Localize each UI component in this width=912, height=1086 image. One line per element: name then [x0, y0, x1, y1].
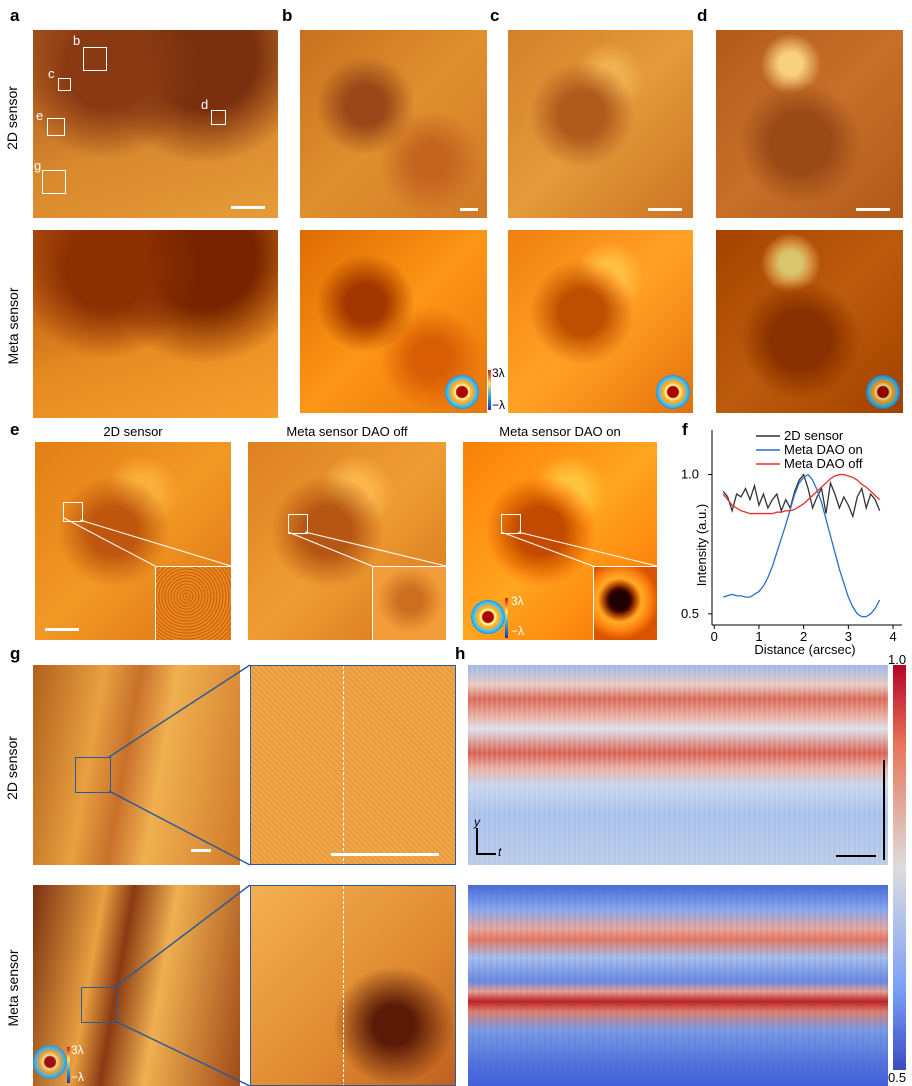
zoom-image: [250, 665, 456, 865]
image: [300, 30, 487, 218]
phase-label: −λ: [71, 1070, 84, 1084]
zoom-inset: [593, 566, 657, 640]
panel-letter: b: [282, 6, 292, 26]
image: [33, 665, 240, 865]
legend-label: Meta DAO off: [784, 456, 863, 471]
x-tick-label: 2: [800, 629, 807, 644]
roi-box: [501, 514, 521, 534]
image: [463, 442, 657, 640]
phase-label: 3λ: [71, 1043, 84, 1057]
axis-label: y: [474, 815, 480, 829]
heatmap: [468, 885, 888, 1086]
x-tick-label: 4: [889, 629, 896, 644]
roi-box: [83, 47, 107, 71]
heatmap: y t: [468, 665, 888, 865]
phase-colorbar: [67, 1047, 70, 1083]
phase-map: [471, 600, 505, 634]
phase-label: −λ: [511, 624, 524, 638]
x-tick-label: 1: [755, 629, 762, 644]
y-axis-label: Intensity (a.u.): [694, 504, 709, 586]
phase-label: −λ: [492, 398, 505, 412]
scale-bar: [856, 208, 890, 211]
scale-bar: [45, 628, 79, 631]
roi-box: [288, 514, 308, 534]
scale-bar: [648, 208, 682, 211]
series-line: [723, 475, 879, 617]
panel-letter: e: [10, 420, 19, 440]
roi-box: [211, 110, 226, 125]
scale-bar: [331, 853, 439, 856]
panel-title: 2D sensor: [35, 424, 231, 439]
scale-bar: [836, 855, 876, 857]
image: [248, 442, 446, 640]
panel-title: Meta sensor DAO off: [248, 424, 446, 439]
image: [508, 230, 693, 413]
image: [508, 30, 693, 218]
phase-colorbar: [488, 370, 491, 410]
row-label: Meta sensor: [5, 943, 21, 1033]
row-label: 2D sensor: [4, 728, 20, 808]
zoom-image: [250, 885, 456, 1086]
axis-arrow: [476, 853, 496, 855]
axis-label: t: [498, 845, 501, 859]
x-tick-label: 3: [845, 629, 852, 644]
image: [716, 30, 903, 218]
roi-label: b: [73, 33, 80, 48]
figure: a b c d e f g h 2D sensor Meta sensor b …: [0, 0, 912, 1086]
panel-letter: d: [697, 6, 707, 26]
image: b c d e g: [33, 30, 278, 218]
legend-label: 2D sensor: [784, 428, 844, 443]
panel-letter: a: [10, 6, 19, 26]
roi-box: [81, 987, 117, 1023]
image: [716, 230, 903, 413]
x-axis-label: Distance (arcsec): [754, 642, 855, 657]
roi-box: [47, 118, 65, 136]
scale-bar: [191, 849, 211, 852]
panel-title: Meta sensor DAO on: [463, 424, 657, 439]
zoom-inset: [372, 566, 446, 640]
legend-label: Meta DAO on: [784, 442, 863, 457]
colorbar-label: 0.5: [888, 1070, 906, 1085]
phase-label: 3λ: [492, 366, 505, 380]
scale-bar: [883, 760, 885, 860]
profile-line: [343, 666, 344, 865]
image: [35, 442, 231, 640]
colorbar-label: 1.0: [888, 652, 906, 667]
x-tick-label: 0: [711, 629, 718, 644]
panel-letter: h: [455, 644, 465, 664]
panel-letter: c: [490, 6, 499, 26]
scale-bar: [460, 208, 478, 211]
image: [33, 230, 278, 418]
roi-box: [63, 502, 83, 522]
panel-letter: g: [10, 644, 20, 664]
phase-map: [866, 375, 900, 409]
roi-label: g: [34, 158, 41, 173]
y-tick-label: 1.0: [681, 467, 699, 482]
phase-map: [656, 375, 690, 409]
colorbar: [893, 665, 906, 1070]
image: 3λ −λ: [33, 885, 240, 1086]
row-label: Meta sensor: [5, 281, 21, 371]
phase-map: [445, 375, 479, 409]
axis-arrow: [476, 828, 478, 854]
roi-box: [58, 78, 71, 91]
roi-box: [42, 170, 66, 194]
roi-label: d: [201, 97, 208, 112]
roi-label: e: [36, 108, 43, 123]
roi-box: [75, 757, 111, 793]
phase-colorbar: [505, 598, 508, 638]
image: [300, 230, 487, 413]
zoom-inset: [155, 566, 231, 640]
roi-label: c: [48, 66, 55, 81]
y-tick-label: 0.5: [681, 606, 699, 621]
profile-line: [343, 886, 344, 1086]
scale-bar: [231, 206, 265, 209]
row-label: 2D sensor: [4, 78, 20, 158]
phase-label: 3λ: [511, 594, 524, 608]
phase-map: [33, 1045, 67, 1079]
line-chart: Distance (arcsec) Intensity (a.u.) 0 1 2 3 4…: [680, 420, 912, 665]
